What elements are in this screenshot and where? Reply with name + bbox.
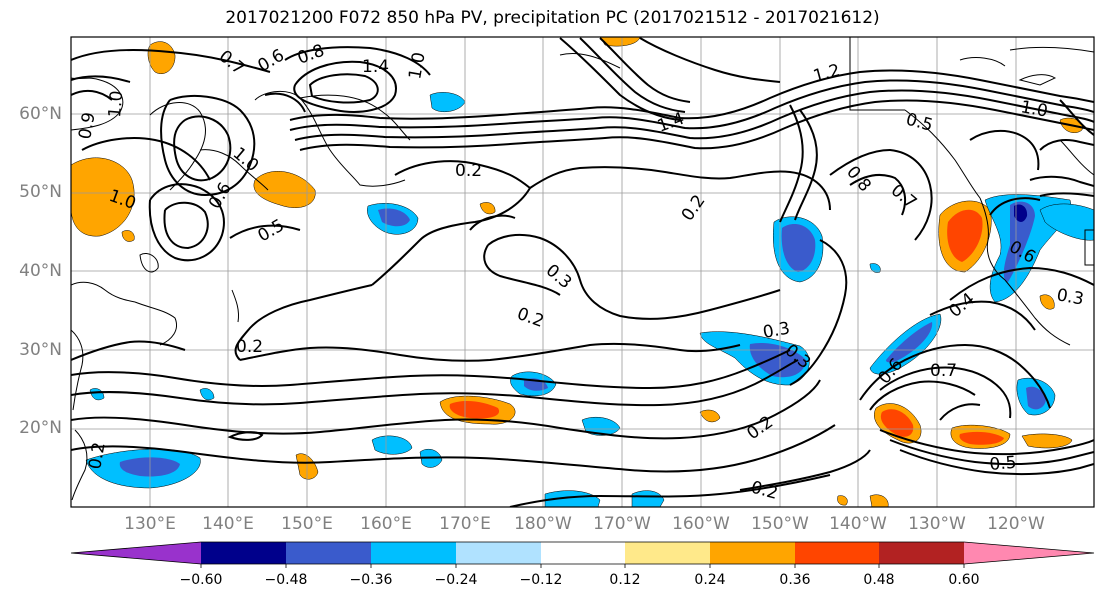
colorbar-segment [201,542,286,564]
contour-label: 0.2 [85,441,109,471]
colorbar-right-extension [964,542,1094,564]
longitude-label: 160°W [672,514,730,534]
colorbar-segment [541,542,625,564]
contour-label: 1.0 [105,90,127,119]
latitude-label: 30°N [19,340,62,360]
coastlines [71,37,1094,501]
plot-title: 2017021200 F072 850 hPa PV, precipitatio… [225,8,880,28]
colorbar-tick-label: 0.36 [779,572,811,588]
colorbar-segment [371,542,456,564]
longitude-label: 150°E [281,514,333,534]
colorbar-segment [795,542,879,564]
colorbar-tick-label: 0.48 [863,572,895,588]
longitude-label: 170°E [439,514,491,534]
colorbar-tick-label: −0.48 [264,572,308,588]
colorbar-tick-label: −0.60 [179,572,223,588]
longitude-label: 140°E [202,514,254,534]
contour-label: 1.4 [362,57,389,77]
longitude-label: 180°W [514,514,572,534]
pv-contours [71,37,1094,507]
colorbar-tick-label: −0.24 [434,572,478,588]
contour-label: 0.5 [989,453,1018,475]
longitude-label: 130°E [124,514,176,534]
latitude-label: 50°N [19,182,62,202]
colorbar-segment [625,542,710,564]
map-background [71,37,1094,507]
colorbar-tick-label: −0.36 [349,572,393,588]
contour-label: 0.2 [455,161,482,181]
contour-label: 0.7 [930,361,957,381]
colorbar-left-extension [71,542,201,564]
latitude-label: 40°N [19,261,62,281]
contour-label: 0.2 [236,337,263,357]
colorbar-tick-label: −0.12 [519,572,563,588]
contour-label: 1.0 [405,51,429,81]
colorbar-segment [456,542,541,564]
longitude-label: 140°W [829,514,887,534]
colorbar-tick-label: 0.24 [694,572,726,588]
latitude-label: 60°N [19,104,62,124]
contour-label: 0.3 [761,319,791,343]
longitude-label: 120°W [987,514,1045,534]
colorbar-segment [286,542,371,564]
colorbar-tick-label: 0.60 [948,572,980,588]
colorbar-tick-label: 0.12 [609,572,641,588]
precip-negative-areas [85,92,1094,507]
colorbar-segment [710,542,795,564]
longitude-label: 160°E [360,514,412,534]
map-frame [70,36,1095,508]
longitude-label: 150°W [751,514,809,534]
longitude-label: 170°W [593,514,651,534]
contour-label: 0.3 [1055,285,1085,309]
latitude-label: 20°N [19,418,62,438]
colorbar [70,541,1095,568]
contour-label: 1.0 [1019,97,1049,121]
longitude-label: 130°W [908,514,966,534]
contour-label: 0.9 [75,111,99,141]
colorbar-segment [879,542,964,564]
